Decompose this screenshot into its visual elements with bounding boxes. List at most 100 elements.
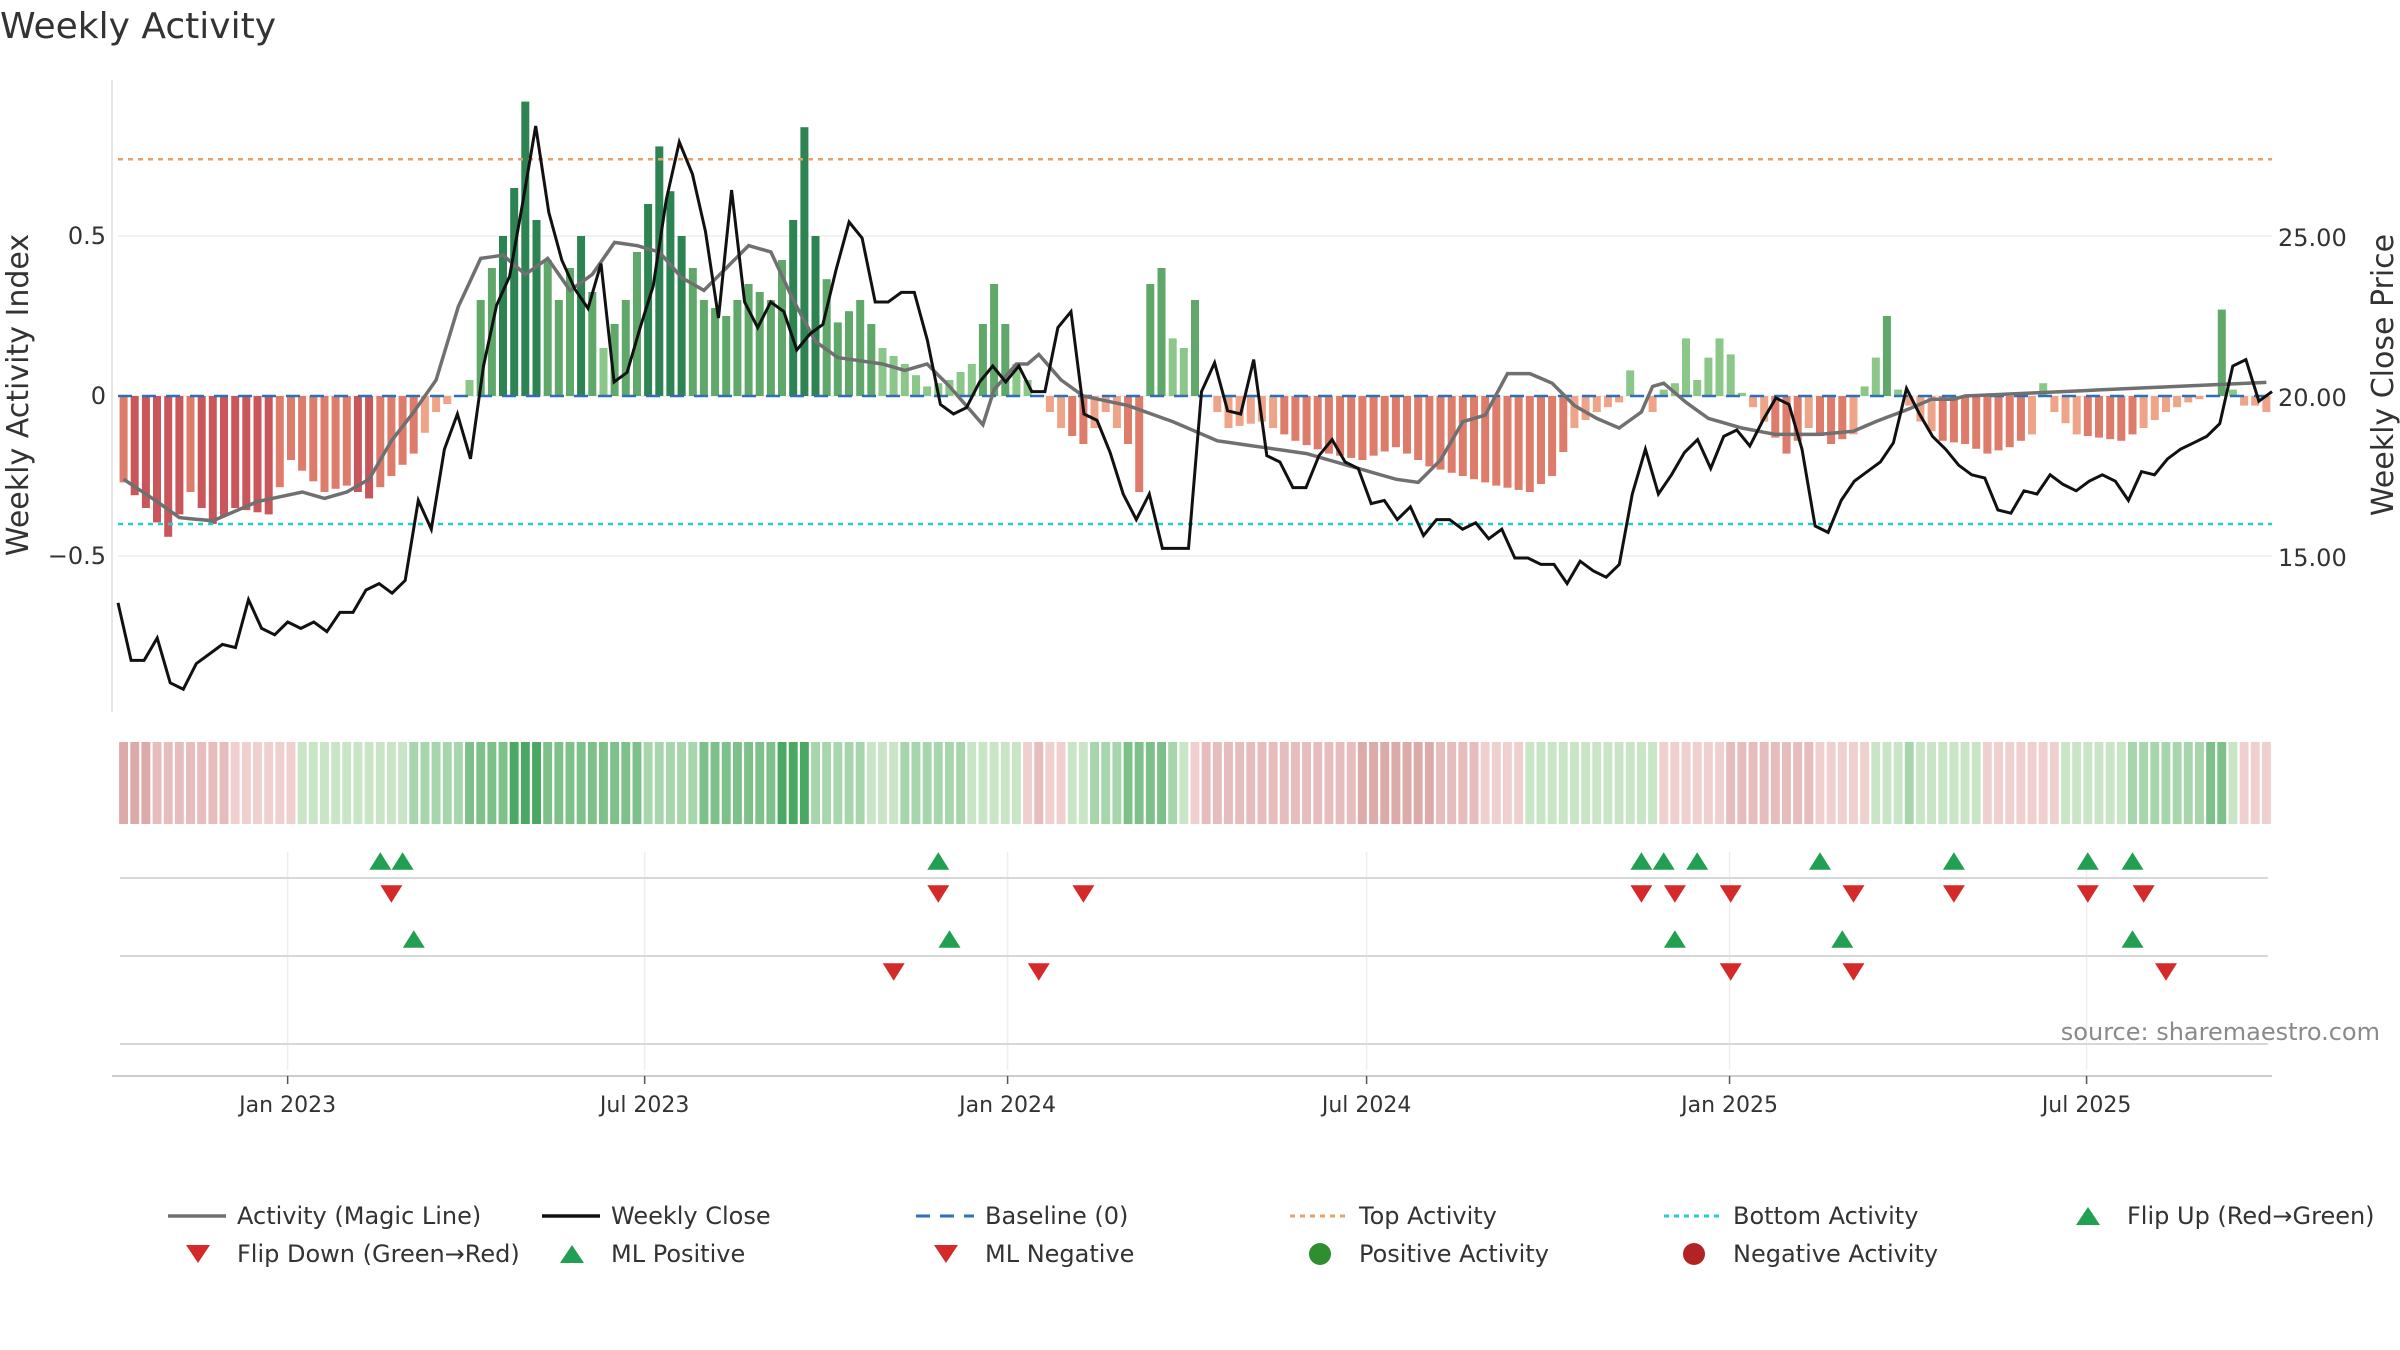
strip-cell <box>2195 742 2204 824</box>
strip-cell <box>1101 742 1111 824</box>
strip-cell <box>1860 742 1870 824</box>
strip-cell <box>1659 742 1669 824</box>
strip-cell <box>1090 742 1099 824</box>
activity-bar <box>978 324 987 396</box>
x-tick-label: Jan 2023 <box>237 1093 336 1118</box>
activity-bar <box>2150 396 2159 420</box>
strip-cell <box>833 742 843 824</box>
strip-cell <box>2083 742 2093 824</box>
ml-negative-marker <box>1027 963 1050 981</box>
activity-bar <box>1045 396 1054 412</box>
strip-cell <box>130 742 140 824</box>
x-tick-label: Jan 2024 <box>957 1093 1056 1118</box>
strip-cell <box>1480 742 1490 824</box>
strip-cell <box>1078 742 1088 824</box>
flip-up-marker <box>1630 852 1653 870</box>
x-tick-label: Jul 2024 <box>1320 1093 1412 1118</box>
legend-label: ML Negative <box>985 1240 1134 1268</box>
strip-cell <box>1224 742 1233 824</box>
strip-cell <box>520 742 530 824</box>
strip-cell <box>576 742 586 824</box>
legend-label: Bottom Activity <box>1733 1202 1918 1230</box>
strip-cell <box>688 742 698 824</box>
strip-cell <box>398 742 407 824</box>
activity-bar <box>1961 396 1970 444</box>
strip-cell <box>2072 742 2082 824</box>
strip-cell <box>2005 742 2015 824</box>
activity-bar <box>1626 370 1635 396</box>
flip-down-marker <box>1719 885 1742 903</box>
activity-bar <box>744 284 753 396</box>
activity-bar <box>2083 396 2092 436</box>
strip-cell <box>632 742 642 824</box>
strip-cell <box>1268 742 1278 824</box>
strip-cell <box>1570 742 1579 824</box>
activity-bar <box>130 396 139 496</box>
strip-cell <box>465 742 474 824</box>
activity-bar <box>1916 396 1925 422</box>
strip-cell <box>174 742 184 824</box>
axis-ticks: 0.5 0 −0.5 25.00 20.00 15.00 <box>48 222 2347 572</box>
strip-cell <box>1782 742 1791 824</box>
strip-cell <box>476 742 486 824</box>
strip-cell <box>1391 742 1401 824</box>
activity-bar <box>1403 396 1411 454</box>
activity-bar <box>1882 316 1891 396</box>
activity-bar <box>566 268 574 396</box>
activity-bar <box>1827 396 1836 444</box>
strip-cell <box>431 742 441 824</box>
strip-cell <box>1871 742 1881 824</box>
activity-bar <box>1023 380 1032 396</box>
strip-cell <box>1670 742 1680 824</box>
strip-cell <box>1759 742 1769 824</box>
activity-bar <box>1302 396 1311 446</box>
strip-cell <box>1849 742 1858 824</box>
activity-bar <box>1068 396 1077 436</box>
strip-cell <box>1291 742 1300 824</box>
activity-bar <box>621 300 630 396</box>
strip-cell <box>2128 742 2137 824</box>
strip-cell <box>677 742 686 824</box>
strip-cell <box>1826 742 1836 824</box>
legend-swatch <box>1683 1243 1705 1265</box>
activity-bar <box>1269 396 1278 428</box>
y-tick-label: −0.5 <box>48 542 106 570</box>
strip-cell <box>1938 742 1948 824</box>
strip-cell <box>230 742 240 824</box>
activity-bar <box>688 268 697 396</box>
activity-bar <box>164 396 173 537</box>
strip-cell <box>744 742 753 824</box>
date-axis: Jan 2023 Jul 2023 Jan 2024 Jul 2024 Jan 2025… <box>112 1075 2272 1118</box>
x-tick-label: Jul 2023 <box>598 1093 690 1118</box>
activity-bar <box>398 396 407 465</box>
activity-bar <box>722 316 731 396</box>
activity-bar <box>577 236 586 396</box>
activity-bar <box>1525 396 1534 492</box>
series-lines <box>116 125 2273 692</box>
ml-negative-marker <box>882 963 905 981</box>
strip-cell <box>1982 742 1992 824</box>
strip-cell <box>331 742 341 824</box>
strip-cell <box>1536 742 1546 824</box>
activity-bar <box>1112 396 1121 428</box>
x-tick-label: Jan 2025 <box>1679 1093 1778 1118</box>
source-note: source: sharemaestro.com <box>2061 1018 2380 1046</box>
activity-bar <box>655 146 664 396</box>
strip-cell <box>208 742 218 824</box>
activity-bar <box>2050 396 2059 412</box>
strip-cell <box>1424 742 1434 824</box>
activity-bar <box>2117 396 2126 441</box>
strip-cell <box>1123 742 1133 824</box>
strip-cell <box>599 742 608 824</box>
activity-bar <box>1291 396 1300 441</box>
flip-up-marker <box>2121 852 2144 870</box>
strip-cell <box>610 742 620 824</box>
strip-cell <box>532 742 541 824</box>
strip-cell <box>1201 742 1211 824</box>
activity-bar <box>1079 396 1088 444</box>
activity-bar <box>1603 396 1612 408</box>
activity-bar <box>822 279 831 396</box>
strip-cell <box>498 742 508 824</box>
activity-bar <box>2095 396 2103 438</box>
strip-cell <box>1648 742 1657 824</box>
